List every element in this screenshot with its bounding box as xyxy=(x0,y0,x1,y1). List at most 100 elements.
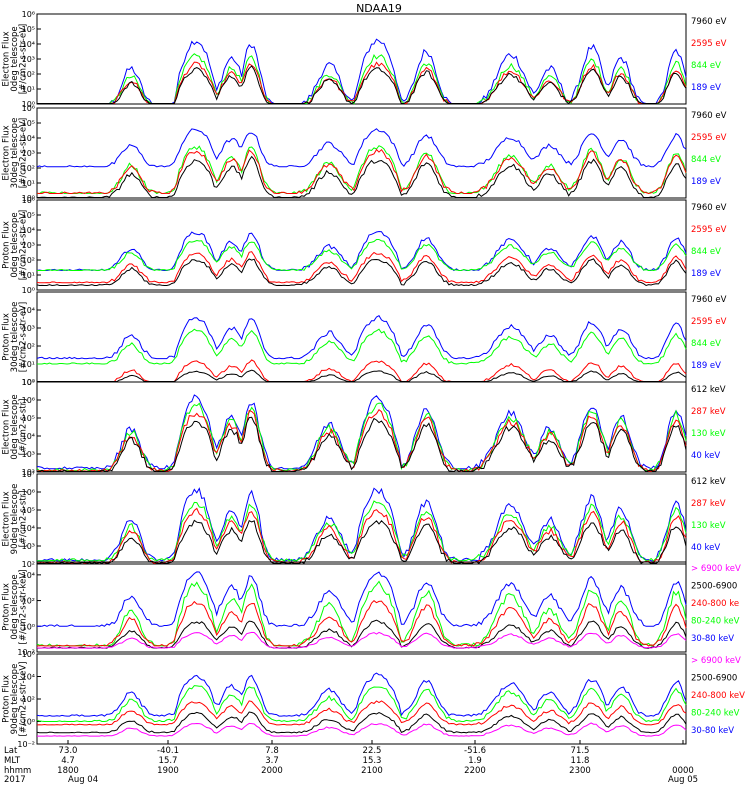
y-tick-label: 10⁴ xyxy=(22,571,35,580)
y-tick-label: 10⁰ xyxy=(22,100,35,109)
bottom-tick-label: 1.9 xyxy=(468,756,482,766)
series-line xyxy=(37,571,687,627)
series-line xyxy=(36,251,687,284)
y-tick-label: 10⁷ xyxy=(22,378,35,387)
series-line xyxy=(37,600,687,647)
y-tick-label: 10⁵ xyxy=(22,25,35,34)
y-tick-label: 10³ xyxy=(22,542,35,551)
y-axis-label-line: 0deg telescope xyxy=(10,26,20,91)
series-line xyxy=(36,258,687,287)
series-line xyxy=(37,519,687,565)
y-tick-label: 10⁻² xyxy=(17,648,35,657)
y-tick-label: 10⁰ xyxy=(22,622,35,631)
series-line xyxy=(37,487,687,562)
y-tick-label: 10⁶ xyxy=(22,488,35,497)
legend-entry: 240-800 ke xyxy=(691,599,739,609)
legend-entry: 844 eV xyxy=(691,339,721,349)
series-line xyxy=(36,672,687,717)
y-tick-label: 10⁶ xyxy=(22,396,35,405)
y-tick-label: 10⁰ xyxy=(22,378,35,387)
y-tick-label: 10⁴ xyxy=(22,134,35,143)
series-line xyxy=(36,148,687,195)
bottom-row-label: MLT xyxy=(4,756,21,766)
legend-entry: 189 eV xyxy=(691,269,721,279)
legend-entry: 240-800 keV xyxy=(691,691,745,701)
y-axis-label-line: [#/cm2-s-str-eV] xyxy=(19,302,29,372)
series-line xyxy=(36,416,687,473)
series-line xyxy=(37,722,687,737)
y-tick-label: 10¹ xyxy=(22,360,35,369)
series-line xyxy=(36,315,687,360)
y-tick-label: 10⁷ xyxy=(22,470,35,479)
y-axis-label-line: [#/cm2-s-str-eV] xyxy=(19,118,29,188)
legend-entry: 40 keV xyxy=(691,543,720,553)
series-line xyxy=(37,507,687,564)
bottom-tick-label: 3.7 xyxy=(265,756,279,766)
legend-entry: 844 eV xyxy=(691,155,721,165)
y-tick-label: 10² xyxy=(22,342,35,351)
y-axis-label-line: 30deg telescope xyxy=(10,118,20,189)
y-tick-label: 10² xyxy=(22,597,35,606)
legend-entry: 7960 eV xyxy=(691,111,727,121)
legend-entry: 7960 eV xyxy=(691,203,727,213)
y-tick-label: 10⁻² xyxy=(17,740,35,749)
panel-frame xyxy=(36,653,687,745)
y-tick-label: 10² xyxy=(22,256,35,265)
legend-entry: 2595 eV xyxy=(691,39,727,49)
legend-entry: 7960 eV xyxy=(691,17,727,27)
legend-entry: 130 keV xyxy=(691,429,726,439)
bottom-tick-label: 11.8 xyxy=(571,756,590,766)
series-line xyxy=(36,685,687,723)
legend-entry: 30-80 keV xyxy=(691,726,734,736)
panel-5: 10² 10³ 10⁴ 10⁵ 10⁶ 10⁷ MEPEDElectron Flux0deg… xyxy=(0,378,726,477)
y-axis-label: TEDProton Flux0deg telescope[#/cm2-s-str… xyxy=(0,210,29,280)
y-axis-label-line: [#/cm2-s-str-eV] xyxy=(19,24,29,94)
bottom-tick-label: -51.6 xyxy=(464,746,486,756)
panel-frame xyxy=(36,561,687,653)
y-axis-label-line: [#/cm2-s-str-keV] xyxy=(19,570,29,645)
bottom-row-label: 2017 xyxy=(4,775,26,785)
bottom-tick-label: Aug 04 xyxy=(68,775,98,785)
series-line xyxy=(37,53,687,105)
y-axis-label-line: MEPED xyxy=(0,412,3,442)
panel-2: 10⁰ 10¹ 10² 10³ 10⁴ 10⁵ 10⁶ TEDElectron Flux30d… xyxy=(0,104,727,203)
bottom-tick-label: 15.3 xyxy=(363,756,382,766)
y-tick-label: 10¹ xyxy=(22,271,35,280)
y-axis-label-line: 0deg telescope xyxy=(10,394,20,459)
y-axis-label-line: Proton Flux xyxy=(2,583,12,631)
y-tick-label: 10² xyxy=(22,560,35,569)
bottom-tick-label: 1900 xyxy=(157,766,179,776)
y-tick-label: 10⁰ xyxy=(22,286,35,295)
panel-frame xyxy=(36,13,687,105)
bottom-tick-label: 1800 xyxy=(57,766,79,776)
y-axis-label: TEDProton Flux30deg telescope[#/cm2-s-st… xyxy=(0,302,29,373)
y-axis-label-line: Electron Flux xyxy=(2,491,12,546)
legend-entry: 844 eV xyxy=(691,61,721,71)
y-tick-label: 10⁶ xyxy=(22,104,35,113)
series-line xyxy=(37,328,687,365)
legend-entry: 612 keV xyxy=(691,385,726,395)
y-axis-label-line: [#/cm2-s-str] xyxy=(19,491,29,548)
y-axis-label-line: [#/cm2-s-str-keV] xyxy=(19,662,29,737)
y-tick-label: 10³ xyxy=(22,324,35,333)
panel-frame xyxy=(36,381,687,473)
legend-entry: 130 keV xyxy=(691,521,726,531)
y-tick-label: 10² xyxy=(22,70,35,79)
y-tick-label: 10⁰ xyxy=(22,718,35,727)
bottom-tick-label: 2300 xyxy=(569,766,591,776)
series-line xyxy=(37,619,687,649)
y-axis-label: TEDElectron Flux30deg telescope[#/cm2-s-… xyxy=(0,118,29,189)
legend-entry: 2595 eV xyxy=(691,317,727,327)
legend-entry: 80-240 keV xyxy=(691,617,740,627)
bottom-tick-label: 2100 xyxy=(361,766,383,776)
y-axis-label-line: 0deg telescope xyxy=(10,574,20,639)
legend-entry: 2500-6900 xyxy=(691,674,737,684)
legend-entry: 844 eV xyxy=(691,247,721,257)
y-tick-label: 10⁶ xyxy=(22,196,35,205)
y-axis-label-line: [#/cm2-s-str-eV] xyxy=(19,210,29,280)
bottom-tick-label: 7.8 xyxy=(265,746,279,756)
